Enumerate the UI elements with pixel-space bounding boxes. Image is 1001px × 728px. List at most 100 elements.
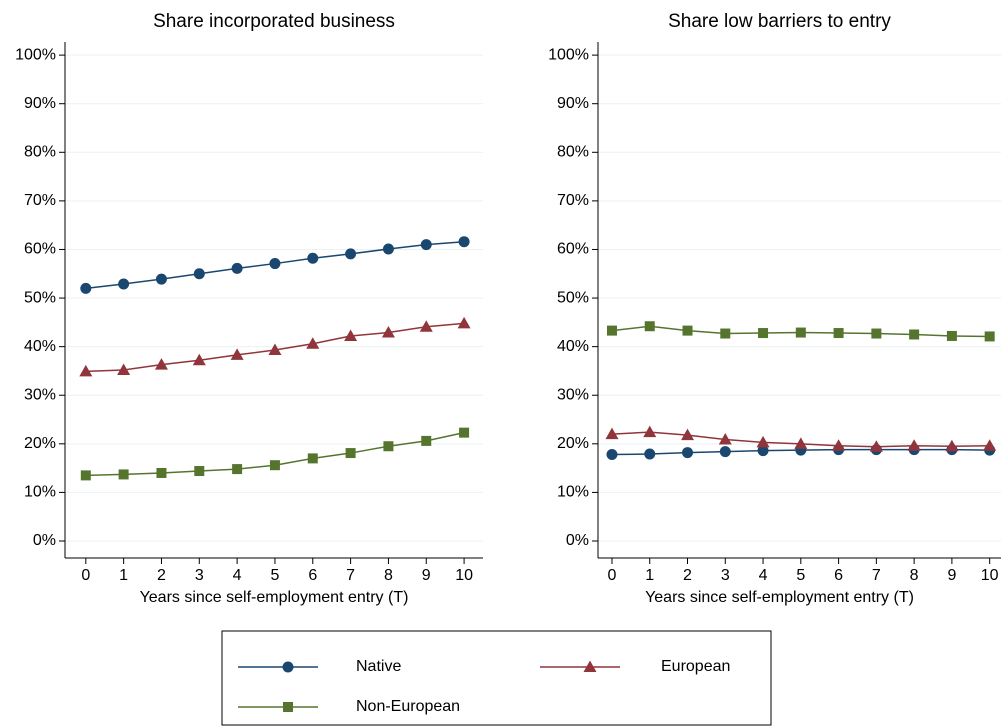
- marker: [156, 467, 167, 478]
- legend-label: Native: [356, 658, 401, 675]
- marker: [945, 439, 959, 452]
- x-tick-label: 10: [455, 567, 473, 584]
- marker: [832, 439, 846, 451]
- x-tick-label: 9: [947, 567, 956, 584]
- marker: [231, 262, 243, 274]
- x-tick-label: 10: [981, 567, 999, 584]
- x-tick-label: 4: [759, 567, 768, 584]
- y-tick-label: 20%: [24, 435, 56, 452]
- x-tick-label: 1: [119, 567, 128, 584]
- x-tick-label: 3: [195, 567, 204, 584]
- marker: [381, 326, 395, 338]
- marker: [682, 325, 693, 336]
- legend-marker: [283, 702, 293, 712]
- y-tick-label: 70%: [557, 192, 589, 209]
- y-tick-label: 10%: [557, 484, 589, 501]
- x-tick-label: 9: [422, 567, 431, 584]
- marker: [458, 236, 470, 248]
- y-tick-label: 60%: [24, 241, 56, 258]
- marker: [420, 239, 432, 251]
- x-tick-label: 5: [796, 567, 805, 584]
- marker: [605, 427, 619, 440]
- marker: [307, 252, 319, 264]
- marker: [345, 248, 357, 260]
- y-tick-label: 0%: [566, 532, 589, 549]
- y-tick-label: 40%: [557, 338, 589, 355]
- marker: [909, 329, 920, 340]
- x-tick-label: 7: [872, 567, 881, 584]
- chart-title: Share low barriers to entry: [668, 11, 891, 32]
- x-tick-label: 0: [81, 567, 90, 584]
- y-tick-label: 30%: [24, 386, 56, 403]
- legend-label: Non-European: [356, 698, 460, 715]
- marker: [268, 343, 282, 356]
- x-tick-label: 1: [645, 567, 654, 584]
- marker: [682, 447, 694, 459]
- y-tick-label: 10%: [24, 484, 56, 501]
- marker: [232, 464, 243, 475]
- marker: [681, 428, 695, 441]
- marker: [421, 435, 432, 446]
- marker: [80, 282, 92, 294]
- x-tick-label: 8: [384, 567, 393, 584]
- marker: [983, 439, 997, 451]
- marker: [192, 353, 206, 366]
- y-tick-label: 0%: [33, 532, 56, 549]
- marker: [79, 364, 93, 377]
- marker: [194, 466, 205, 477]
- marker: [269, 460, 280, 471]
- x-tick-label: 2: [683, 567, 692, 584]
- marker: [118, 469, 129, 480]
- x-tick-label: 0: [608, 567, 617, 584]
- marker: [643, 425, 657, 438]
- legend-marker: [282, 661, 294, 673]
- marker: [984, 331, 995, 342]
- marker: [345, 448, 356, 459]
- y-tick-label: 60%: [557, 241, 589, 258]
- marker: [907, 439, 921, 451]
- marker: [306, 337, 320, 349]
- y-tick-label: 100%: [15, 46, 56, 63]
- marker: [118, 278, 130, 290]
- marker: [154, 358, 168, 370]
- x-tick-label: 6: [308, 567, 317, 584]
- x-tick-label: 3: [721, 567, 730, 584]
- marker: [644, 321, 655, 332]
- marker: [155, 273, 167, 285]
- marker: [344, 329, 358, 341]
- marker: [756, 435, 770, 448]
- marker: [718, 432, 732, 445]
- y-tick-label: 90%: [557, 95, 589, 112]
- y-tick-label: 90%: [24, 95, 56, 112]
- marker: [833, 328, 844, 339]
- x-tick-label: 6: [834, 567, 843, 584]
- marker: [457, 316, 471, 329]
- legend-marker: [583, 660, 597, 672]
- marker: [606, 325, 617, 336]
- x-tick-label: 7: [346, 567, 355, 584]
- chart-title: Share incorporated business: [153, 11, 395, 32]
- marker: [80, 470, 91, 481]
- y-tick-label: 80%: [24, 144, 56, 161]
- x-tick-label: 2: [157, 567, 166, 584]
- marker: [644, 448, 656, 460]
- marker: [459, 427, 470, 438]
- marker: [606, 449, 618, 461]
- x-axis-label: Years since self-employment entry (T): [645, 589, 914, 606]
- marker: [794, 437, 808, 449]
- y-tick-label: 30%: [557, 386, 589, 403]
- marker: [269, 258, 281, 270]
- y-tick-label: 80%: [557, 144, 589, 161]
- x-axis-label: Years since self-employment entry (T): [140, 589, 409, 606]
- marker: [871, 328, 882, 339]
- marker: [720, 328, 731, 339]
- y-tick-label: 50%: [557, 289, 589, 306]
- x-tick-label: 8: [910, 567, 919, 584]
- marker: [193, 268, 205, 280]
- marker: [946, 330, 957, 341]
- marker: [869, 440, 883, 452]
- legend-box: [221, 630, 772, 726]
- y-tick-label: 40%: [24, 338, 56, 355]
- marker: [307, 453, 318, 464]
